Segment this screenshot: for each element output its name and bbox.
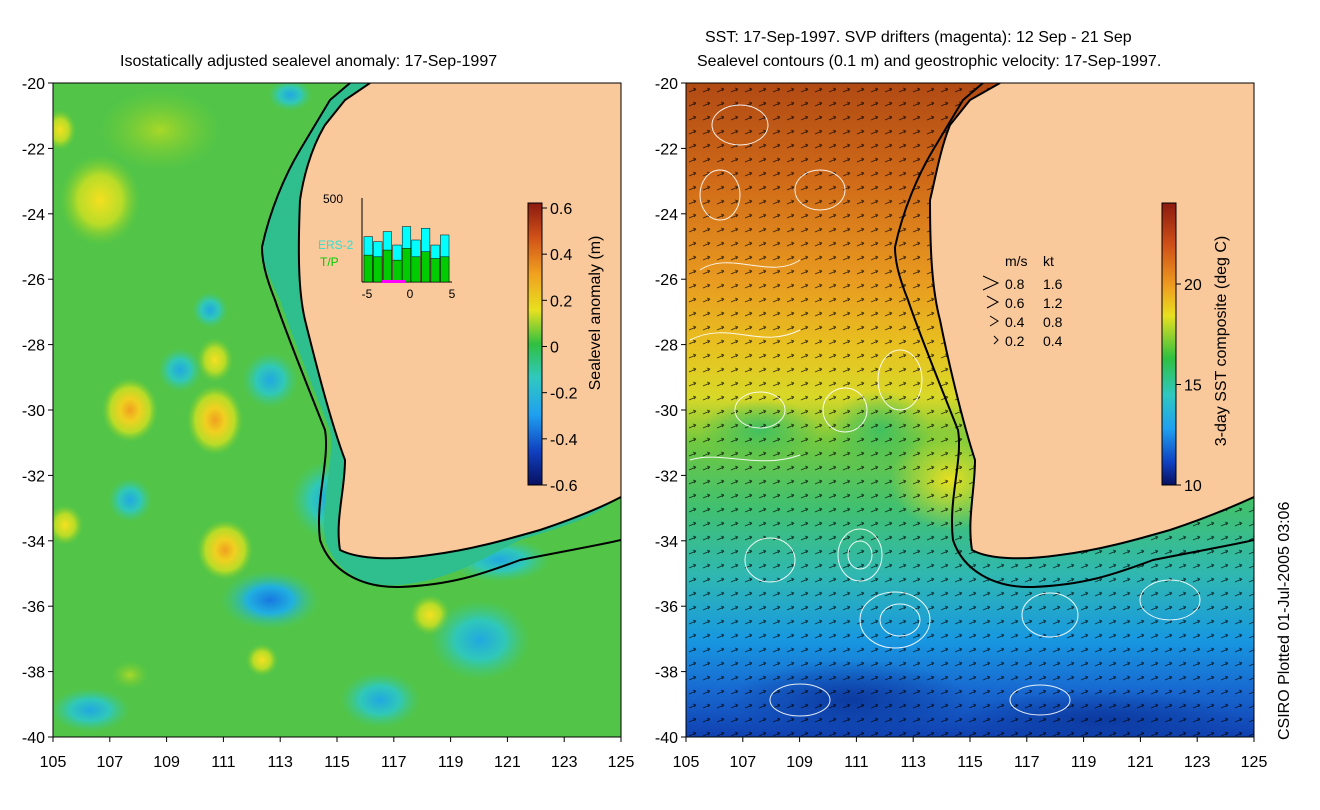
y-tick-label: -36 — [655, 599, 678, 616]
x-tick-label: 117 — [1014, 754, 1040, 771]
y-tick-label: -24 — [22, 207, 45, 224]
right-x-axis: 105 107 109 111 113 115 117 119 121 123 125 — [673, 737, 1268, 771]
x-tick-label: 125 — [1241, 754, 1268, 771]
colorbar-tick-label: 15 — [1184, 378, 1202, 395]
sst-colorbar: 20 15 10 3-day SST composite (deg C) — [1161, 202, 1230, 495]
legend-tp: T/P — [320, 255, 339, 269]
y-tick-label: -34 — [22, 534, 45, 551]
x-tick-label: 115 — [957, 754, 983, 771]
x-tick-label: 113 — [900, 754, 926, 771]
colorbar-tick-label: 20 — [1184, 277, 1202, 294]
left-y-axis: -20 -22 -24 -26 -28 -30 -32 -34 -36 -38 -40 — [22, 76, 53, 747]
y-tick-label: -30 — [655, 403, 678, 420]
inset-xtick: -5 — [362, 287, 373, 301]
satellite-track-inset: 500 ERS-2 T/P -5 0 5 — [318, 192, 456, 301]
colorbar-tick-label: -0.4 — [550, 432, 578, 449]
left-map-title: Isostatically adjusted sealevel anomaly:… — [120, 53, 498, 70]
legend-ms-header: m/s — [1005, 253, 1028, 269]
x-tick-label: 123 — [551, 754, 578, 771]
legend-kt-value: 1.2 — [1043, 295, 1063, 311]
colorbar-tick-label: 0.2 — [550, 293, 572, 310]
colorbar-tick-label: 0 — [550, 340, 559, 357]
y-tick-label: -26 — [22, 272, 45, 289]
y-tick-label: -26 — [655, 272, 678, 289]
sealevel-colorbar-label: Sealevel anomaly (m) — [587, 236, 604, 391]
left-x-axis: 105 107 109 111 113 115 117 119 121 123 125 — [40, 737, 635, 771]
y-tick-label: -38 — [655, 665, 678, 682]
sst-colorbar-label: 3-day SST composite (deg C) — [1213, 236, 1230, 446]
sealevel-map: 500 ERS-2 T/P -5 0 5 0.6 0.4 0.2 0 -0.2 -0.4 -… — [22, 76, 635, 771]
sealevel-colorbar: 0.6 0.4 0.2 0 -0.2 -0.4 -0.6 Sealevel anomaly … — [527, 201, 604, 495]
colorbar-tick-label: -0.2 — [550, 386, 578, 403]
y-tick-label: -20 — [655, 76, 678, 93]
y-tick-label: -32 — [655, 468, 678, 485]
x-tick-label: 119 — [438, 754, 464, 771]
y-tick-label: -34 — [655, 534, 678, 551]
x-tick-label: 111 — [211, 754, 235, 771]
x-tick-label: 115 — [324, 754, 350, 771]
right-map-title-line2: Sealevel contours (0.1 m) and geostrophi… — [697, 53, 1162, 70]
legend-kt-value: 0.8 — [1043, 314, 1063, 330]
tp-bar — [430, 258, 440, 283]
tp-bar — [411, 256, 421, 283]
x-tick-label: 107 — [729, 754, 756, 771]
tp-bar — [363, 254, 373, 283]
x-tick-label: 113 — [267, 754, 293, 771]
legend-ms-value: 0.6 — [1005, 295, 1025, 311]
y-tick-label: -40 — [22, 730, 45, 747]
x-tick-label: 119 — [1071, 754, 1097, 771]
inset-xtick: 5 — [449, 287, 456, 301]
inset-xtick: 0 — [407, 287, 414, 301]
tp-bar — [421, 251, 431, 283]
legend-ms-value: 0.4 — [1005, 314, 1025, 330]
x-tick-label: 109 — [153, 754, 180, 771]
legend-ers2: ERS-2 — [318, 238, 354, 252]
arrow-0.4-icon — [989, 315, 999, 327]
x-tick-label: 105 — [673, 754, 700, 771]
colorbar-tick-label: 10 — [1184, 478, 1202, 495]
right-y-axis: -20 -22 -24 -26 -28 -30 -32 -34 -36 -38 -40 — [655, 76, 686, 747]
y-tick-label: -28 — [22, 338, 45, 355]
right-map-title-line1: SST: 17-Sep-1997. SVP drifters (magenta)… — [705, 29, 1132, 46]
arrow-0.8-icon — [982, 275, 1000, 291]
y-tick-label: -36 — [22, 599, 45, 616]
legend-ms-value: 0.8 — [1005, 276, 1025, 292]
x-tick-label: 105 — [40, 754, 67, 771]
x-tick-label: 117 — [381, 754, 407, 771]
x-tick-label: 121 — [1127, 754, 1154, 771]
velocity-legend: m/s kt 0.8 1.6 0.6 1.2 0.4 0.8 0.2 0.4 — [982, 253, 1063, 349]
y-tick-label: -32 — [22, 468, 45, 485]
legend-kt-value: 1.6 — [1043, 276, 1063, 292]
drifter-window-bar — [382, 280, 406, 283]
y-tick-label: -20 — [22, 76, 45, 93]
y-tick-label: -22 — [22, 141, 45, 158]
legend-kt-header: kt — [1043, 253, 1054, 269]
y-tick-label: -40 — [655, 730, 678, 747]
inset-ymax-label: 500 — [323, 192, 343, 206]
x-tick-label: 121 — [494, 754, 521, 771]
credit-text: CSIRO Plotted 01-Jul-2005 03:06 — [1276, 501, 1293, 740]
y-tick-label: -24 — [655, 207, 678, 224]
legend-ms-value: 0.2 — [1005, 333, 1025, 349]
arrow-0.2-icon — [993, 335, 999, 345]
legend-kt-value: 0.4 — [1043, 333, 1063, 349]
y-tick-label: -30 — [22, 403, 45, 420]
x-tick-label: 107 — [96, 754, 123, 771]
colorbar-tick-label: -0.6 — [550, 478, 578, 495]
y-tick-label: -22 — [655, 141, 678, 158]
tp-bar — [401, 248, 412, 283]
y-tick-label: -38 — [22, 665, 45, 682]
y-tick-label: -28 — [655, 338, 678, 355]
tp-bar — [440, 256, 450, 283]
x-tick-label: 123 — [1184, 754, 1211, 771]
x-tick-label: 109 — [786, 754, 813, 771]
tp-bar — [373, 256, 383, 283]
x-tick-label: 125 — [608, 754, 635, 771]
x-tick-label: 111 — [844, 754, 868, 771]
arrow-0.6-icon — [986, 295, 1000, 309]
colorbar-tick-label: 0.6 — [550, 201, 572, 218]
colorbar-tick-label: 0.4 — [550, 247, 572, 264]
